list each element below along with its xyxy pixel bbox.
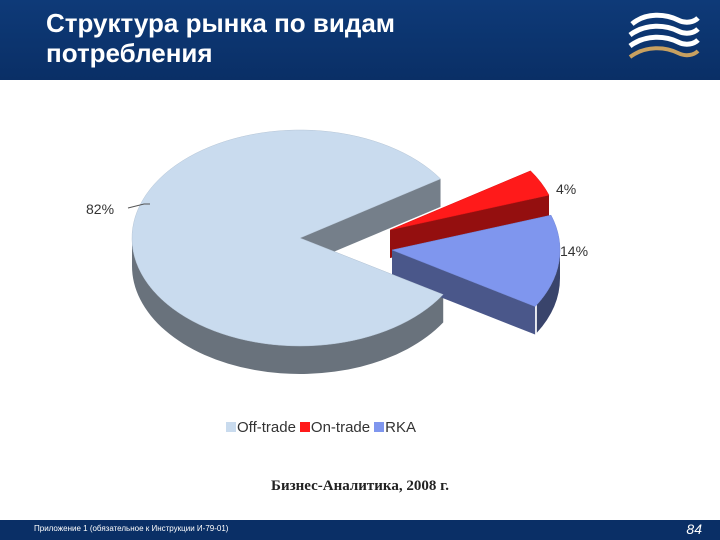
- slide-header: Структура рынка по видам потребления: [0, 0, 720, 80]
- legend-item: On-trade: [299, 418, 371, 436]
- legend-item: RKA: [374, 419, 416, 436]
- legend-label: On-trade: [310, 418, 371, 436]
- pie-slice-side: [131, 236, 444, 374]
- slide-footer: [0, 520, 720, 540]
- pie-slice-off-trade: [131, 129, 444, 347]
- pie-slice-wall: [300, 178, 441, 266]
- chart-legend: Off-trade On-trade RKA: [226, 415, 420, 439]
- legend-swatch: [226, 422, 236, 432]
- footer-text: Приложение 1 (обязательное к Инструкции …: [34, 524, 229, 533]
- pie-slice-side: [536, 249, 560, 333]
- waves-logo-icon: [628, 12, 700, 59]
- legend-item: Off-trade: [226, 419, 296, 436]
- pie-slice-on-trade: [389, 170, 550, 231]
- pie-slice-wall: [392, 250, 536, 335]
- legend-label: Off-trade: [237, 418, 296, 436]
- data-label: 14%: [560, 243, 588, 259]
- data-label: 82%: [86, 201, 114, 217]
- pie-chart: 82% 4% 14%: [86, 129, 588, 374]
- legend-swatch: [299, 422, 310, 432]
- source-caption: Бизнес-Аналитика, 2008 г.: [271, 478, 449, 494]
- slide-title: Структура рынка по видам потребления: [46, 8, 396, 68]
- legend-label: RKA: [385, 418, 416, 436]
- legend-swatch: [374, 422, 385, 432]
- pie-slice-rka: [391, 214, 561, 307]
- data-label: 4%: [556, 181, 576, 197]
- page-number: 84: [686, 521, 702, 537]
- label-leader-line: [127, 203, 150, 209]
